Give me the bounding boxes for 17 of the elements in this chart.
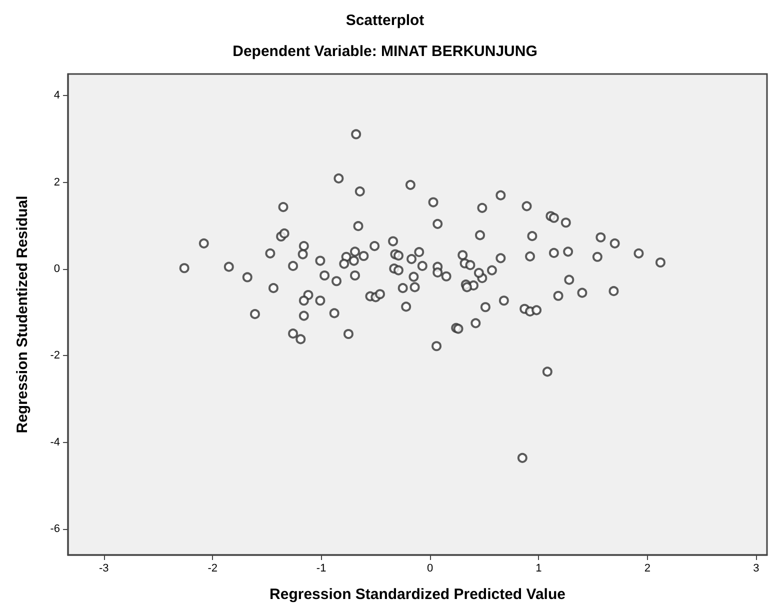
y-tick-label: 2 [54,176,60,188]
x-axis-title: Regression Standardized Predicted Value [270,586,566,603]
x-tick-label: -2 [208,562,218,574]
y-tick-label: 0 [54,263,60,275]
x-tick-label: -3 [98,562,109,574]
chart-subtitle: Dependent Variable: MINAT BERKUNJUNG [232,43,538,60]
x-tick-label: 0 [426,562,434,574]
y-tick-label: 4 [54,90,60,102]
x-tick-label: 3 [753,562,760,574]
x-tick-label: 1 [536,562,542,574]
y-axis-title: Regression Studentized Residual [14,196,31,434]
y-tick-label: -6 [50,523,60,535]
x-tick-label: -1 [316,562,326,574]
y-tick-label: -4 [50,436,60,448]
chart-title: Scatterplot [346,12,424,29]
y-tick-label: -2 [50,350,60,362]
x-tick-label: 2 [644,562,650,574]
